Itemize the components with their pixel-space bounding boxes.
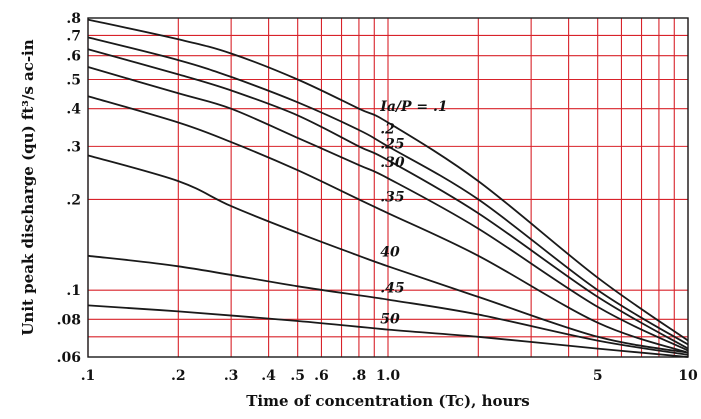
series-line: [87, 95, 689, 354]
x-tick-label: .4: [261, 368, 276, 384]
curve-label: .45: [380, 281, 404, 297]
y-tick-label: .5: [66, 73, 81, 89]
x-tick-label: 10: [678, 368, 698, 384]
y-tick-label: .06: [57, 350, 81, 366]
curve-label: .35: [380, 190, 404, 206]
y-tick-label: .6: [66, 49, 81, 65]
y-tick-label: .4: [66, 102, 81, 118]
y-tick-label: .8: [66, 11, 81, 27]
series-line: [87, 36, 689, 346]
curve-label: .2: [380, 122, 395, 138]
curve-label: 50: [380, 311, 400, 327]
curve-label: .30: [380, 155, 405, 171]
x-tick-label: .2: [171, 368, 186, 384]
x-axis-ticks: .1 .2 .3 .4 .5 .6 .8 1.0 5 10: [81, 368, 698, 384]
x-tick-label: .5: [290, 368, 305, 384]
curve-label: 40: [380, 244, 400, 260]
x-tick-label: .3: [224, 368, 239, 384]
x-axis-title: Time of concentration (Tc), hours: [246, 392, 530, 410]
x-tick-label: .8: [352, 368, 367, 384]
y-tick-label: .7: [66, 28, 81, 44]
y-tick-label: .1: [66, 283, 81, 299]
y-axis-ticks: .06 .08 .1 .2 .3 .4 .5 .6 .7.8: [57, 11, 82, 366]
series-line: [87, 66, 689, 352]
series-line: [87, 304, 689, 358]
series-line: [87, 154, 689, 354]
curve-labels: Ia/P = .1 .2.25 .30 .35 40 .45 50: [379, 99, 447, 327]
series-line: [87, 18, 689, 342]
y-tick-label: .2: [66, 192, 81, 208]
x-tick-label: .6: [314, 368, 329, 384]
y-axis-title: Unit peak discharge (qu) ft³/s ac-in: [19, 39, 37, 335]
plot-frame: [87, 17, 689, 358]
series-curves: [87, 18, 689, 358]
curve-label: .25: [380, 137, 404, 153]
y-tick-label: .3: [66, 139, 81, 155]
x-tick-label: 1.0: [376, 368, 401, 384]
series-line: [87, 254, 689, 356]
curve-label: Ia/P = .1: [379, 99, 447, 115]
series-line: [87, 48, 689, 350]
x-tick-label: 5: [593, 368, 603, 384]
y-tick-label: .08: [57, 312, 81, 328]
x-tick-label: .1: [81, 368, 96, 384]
